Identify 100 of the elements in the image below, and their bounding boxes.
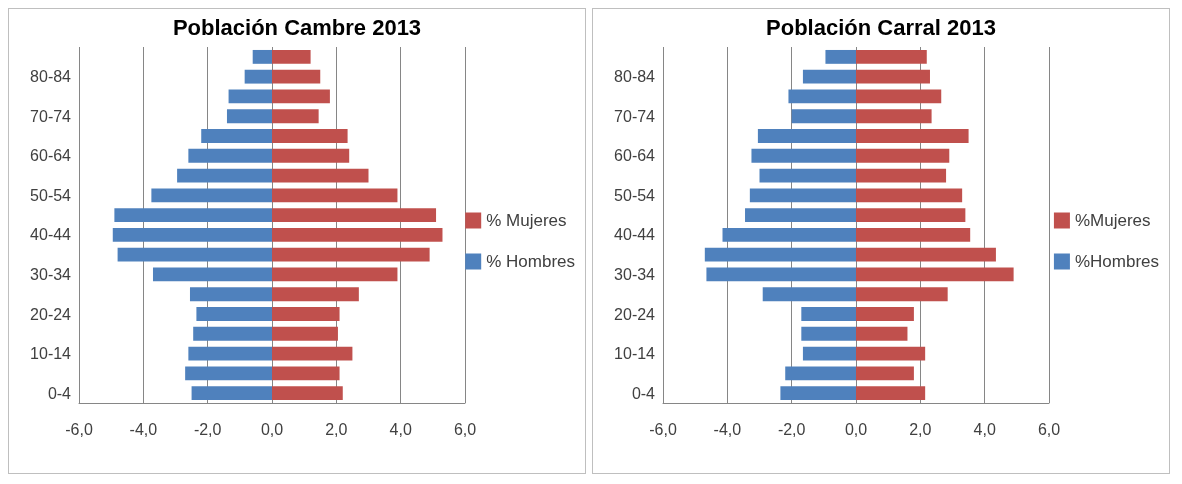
- bar: [272, 129, 348, 143]
- legend-label: %Mujeres: [1074, 211, 1151, 230]
- chart-title: Población Cambre 2013: [172, 14, 422, 40]
- bar: [856, 89, 942, 104]
- bar: [745, 208, 856, 223]
- y-tick-label: 20-24: [30, 305, 72, 323]
- bar: [152, 267, 272, 282]
- bar: [252, 49, 272, 64]
- legend-label: % Mujeres: [486, 211, 567, 230]
- bar: [272, 247, 430, 262]
- y-tick-label: 60-64: [614, 147, 656, 165]
- legend-label: % Hombres: [486, 252, 576, 271]
- y-tick-label: 70-74: [614, 107, 656, 125]
- bar: [193, 326, 272, 341]
- bar: [856, 386, 926, 401]
- bar: [825, 49, 856, 64]
- bar: [801, 326, 856, 341]
- bar: [228, 89, 272, 104]
- x-tick-label: 2,0: [909, 420, 932, 438]
- bar: [791, 109, 856, 124]
- bar: [856, 247, 996, 262]
- y-tick-label: 80-84: [30, 68, 72, 86]
- bar: [272, 346, 353, 361]
- bar: [856, 168, 947, 183]
- x-tick-label: -2,0: [777, 420, 806, 438]
- bar: [706, 267, 856, 282]
- bar: [117, 247, 272, 262]
- bar: [185, 366, 272, 381]
- bar: [272, 49, 311, 64]
- y-tick-label: 10-14: [614, 345, 656, 363]
- bar: [762, 287, 856, 302]
- y-tick-label: 70-74: [30, 107, 72, 125]
- bar: [272, 227, 443, 242]
- x-tick-label: 0,0: [844, 420, 868, 438]
- bar: [856, 346, 926, 361]
- bar: [856, 208, 966, 223]
- bar: [856, 148, 950, 163]
- x-tick-label: 0,0: [260, 420, 284, 438]
- bar: [114, 208, 272, 223]
- y-tick-label: 50-54: [30, 186, 72, 204]
- bar: [272, 386, 343, 401]
- x-tick-label: -6,0: [65, 420, 93, 438]
- bar: [272, 168, 369, 183]
- x-tick-label: 6,0: [1037, 420, 1061, 438]
- y-tick-label: 40-44: [30, 226, 72, 244]
- bar: [856, 109, 932, 124]
- y-tick-label: 30-34: [30, 265, 72, 283]
- bar: [177, 168, 272, 183]
- x-tick-label: 4,0: [389, 420, 412, 438]
- bar: [272, 307, 340, 321]
- bar: [757, 129, 856, 143]
- bar: [856, 267, 1014, 282]
- bar: [801, 307, 856, 321]
- y-tick-label: 60-64: [30, 147, 72, 165]
- bar: [272, 366, 340, 381]
- bar: [856, 326, 908, 341]
- y-tick-label: 30-34: [614, 265, 656, 283]
- bar: [151, 188, 272, 203]
- bar: [188, 148, 272, 163]
- chart-title: Población Carral 2013: [766, 14, 996, 40]
- bar: [272, 69, 321, 84]
- bar: [272, 326, 338, 341]
- bar: [785, 366, 856, 381]
- x-tick-label: 4,0: [973, 420, 996, 438]
- x-tick-label: 6,0: [453, 420, 477, 438]
- x-tick-label: -4,0: [713, 420, 742, 438]
- bar: [856, 69, 930, 84]
- bar: [780, 386, 856, 401]
- bar: [226, 109, 272, 124]
- bar: [856, 188, 963, 203]
- bar: [189, 287, 272, 302]
- y-tick-label: 10-14: [30, 345, 72, 363]
- bar: [272, 188, 398, 203]
- bar: [191, 386, 272, 401]
- bar: [856, 129, 969, 143]
- bar: [272, 208, 437, 223]
- y-tick-label: 0-4: [631, 384, 656, 402]
- bar: [704, 247, 856, 262]
- y-tick-label: 80-84: [614, 68, 656, 86]
- y-tick-label: 50-54: [614, 186, 656, 204]
- bar: [272, 287, 359, 302]
- bar: [272, 267, 398, 282]
- bar: [802, 346, 856, 361]
- legend-label: %Hombres: [1074, 252, 1160, 271]
- x-tick-label: -6,0: [649, 420, 677, 438]
- bar: [788, 89, 856, 104]
- bar: [201, 129, 272, 143]
- bar: [188, 346, 272, 361]
- bar: [272, 148, 350, 163]
- bar: [759, 168, 856, 183]
- bar: [856, 307, 914, 321]
- y-tick-label: 0-4: [47, 384, 72, 402]
- bar: [272, 109, 319, 124]
- x-tick-label: -4,0: [129, 420, 158, 438]
- bar: [722, 227, 856, 242]
- bar: [749, 188, 856, 203]
- y-tick-label: 20-24: [614, 305, 656, 323]
- x-tick-label: -2,0: [193, 420, 222, 438]
- bar: [856, 287, 948, 302]
- bar: [802, 69, 856, 84]
